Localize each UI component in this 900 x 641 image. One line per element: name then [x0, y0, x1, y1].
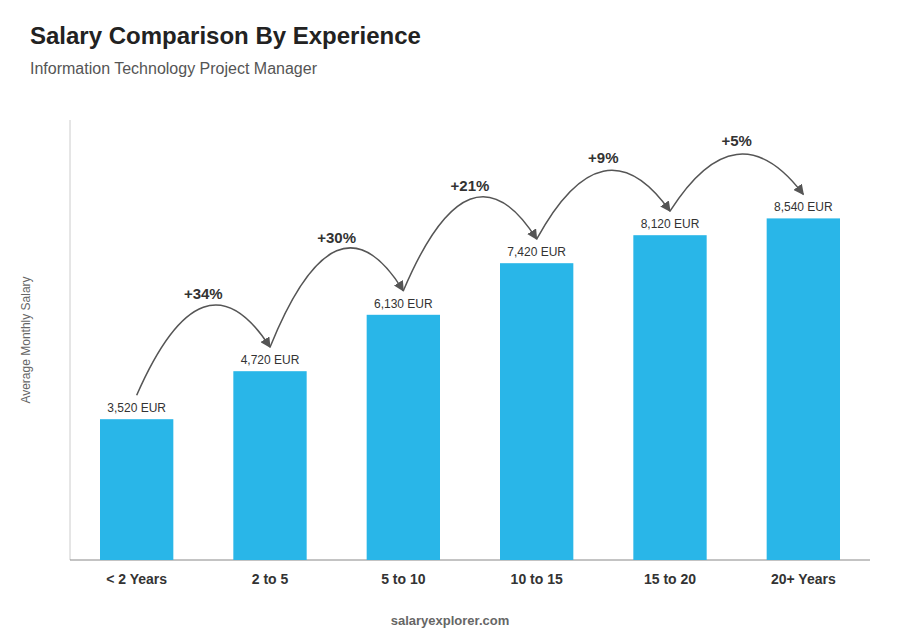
- change-arc: [403, 197, 536, 291]
- bar: [100, 419, 173, 560]
- y-axis-label: Average Monthly Salary: [19, 276, 33, 403]
- x-ticks: < 2 Years 2 to 5 5 to 10 10 to 15 15 to 20 20…: [106, 571, 836, 587]
- footer: salaryexplorer.com: [391, 613, 510, 628]
- data-label: 4,720 EUR: [241, 353, 300, 367]
- change-label: +5%: [721, 132, 751, 149]
- x-tick-label: 2 to 5: [252, 571, 289, 587]
- x-tick-label: 20+ Years: [771, 571, 836, 587]
- data-labels: 3,520 EUR 4,720 EUR 6,130 EUR 7,420 EUR 8,12…: [107, 200, 833, 415]
- annotations: +34% +30% +21% +9% +5%: [137, 132, 804, 395]
- axes: [70, 120, 870, 560]
- data-label: 8,120 EUR: [641, 217, 700, 231]
- y-axis-line: [70, 120, 71, 560]
- page: {"chart_data": {"type": "bar", "title": …: [0, 0, 900, 641]
- change-label: +21%: [451, 177, 490, 194]
- change-label: +34%: [184, 285, 223, 302]
- chart-container: Salary Comparison By Experience Informati…: [0, 0, 900, 641]
- x-tick-label: 10 to 15: [511, 571, 563, 587]
- chart-svg: Salary Comparison By Experience Informati…: [0, 0, 900, 641]
- subtitle: Information Technology Project Manager: [30, 60, 318, 77]
- title: Salary Comparison By Experience: [30, 22, 421, 49]
- bar: [367, 315, 440, 560]
- bar: [500, 263, 573, 560]
- bar: [633, 235, 706, 560]
- bar: [233, 371, 306, 560]
- change-label: +30%: [317, 229, 356, 246]
- bar: [767, 218, 840, 560]
- bars: [100, 218, 840, 560]
- x-axis-line: [70, 560, 870, 561]
- change-label: +9%: [588, 149, 618, 166]
- change-arc: [537, 170, 670, 239]
- change-arc: [270, 248, 403, 347]
- x-tick-label: 5 to 10: [381, 571, 426, 587]
- data-label: 3,520 EUR: [107, 401, 166, 415]
- change-arc: [670, 154, 803, 211]
- data-label: 6,130 EUR: [374, 297, 433, 311]
- data-label: 7,420 EUR: [507, 245, 566, 259]
- change-arc: [137, 305, 270, 395]
- data-label: 8,540 EUR: [774, 200, 833, 214]
- x-tick-label: < 2 Years: [106, 571, 167, 587]
- x-tick-label: 15 to 20: [644, 571, 696, 587]
